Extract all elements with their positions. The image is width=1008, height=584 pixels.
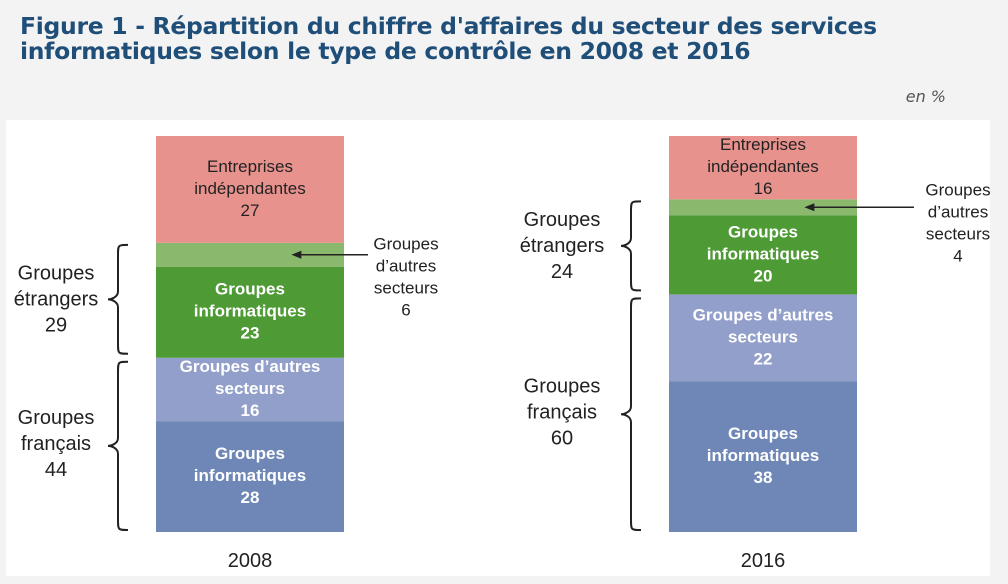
segment-label-gas_fr-2016-line: 22: [754, 349, 773, 368]
annotation-label-2008-line: Groupes: [373, 234, 438, 253]
segment-label-gi_et-2008-line: informatiques: [194, 302, 306, 321]
group-total-etrangers-2008: Groupes étrangers 29: [14, 263, 99, 337]
bar-segment-gas_fr-2016: [669, 294, 857, 382]
segment-label-gi_fr-2016-line: Groupes: [728, 424, 798, 443]
group-total-etrangers-2008-line: étrangers: [14, 289, 99, 311]
brace-francais-2008: [107, 360, 129, 531]
annotation-label-2016-line: d’autres: [928, 202, 988, 221]
segment-label-ei-2008: Entreprises indépendantes 27: [194, 157, 306, 220]
unit-label: en %: [905, 87, 946, 106]
segment-label-gi_et-2016-line: 20: [754, 266, 773, 285]
segment-label-gas_fr-2016-line: secteurs: [728, 327, 798, 346]
segment-label-gas_fr-2008-line: Groupes d’autres: [180, 357, 321, 376]
brace-francais-2016: [620, 297, 642, 531]
stacked-bar-chart: Groupes informatiques 28 Groupes d’autres se…: [14, 135, 990, 572]
group-total-francais-2008: Groupes français 44: [18, 407, 95, 481]
group-total-francais-2016-line: Groupes: [524, 375, 601, 397]
segment-label-gi_et-2016-line: informatiques: [707, 244, 819, 263]
bar-segment-ei-2016: [669, 136, 857, 200]
bar-segment-ei-2008: [156, 136, 344, 243]
bar-segment-gi_et-2016: [669, 215, 857, 295]
group-total-etrangers-2016-line: étrangers: [520, 235, 605, 257]
annotation-label-2016-line: 4: [953, 246, 962, 265]
segment-label-gi_fr-2016-line: 38: [754, 468, 773, 487]
segment-label-gi_fr-2008-line: Groupes: [215, 444, 285, 463]
segment-label-ei-2016: Entreprises indépendantes 16: [707, 135, 819, 198]
group-total-francais-2016-line: 60: [551, 427, 573, 449]
group-total-francais-2016: Groupes français 60: [524, 375, 601, 449]
segment-label-gas_fr-2008-line: 16: [241, 401, 260, 420]
chart-panel: Groupes informatiques 28 Groupes d’autres se…: [6, 120, 990, 576]
segment-label-gi_et-2008-line: Groupes: [215, 280, 285, 299]
bar-segment-gi_et-2008: [156, 266, 344, 358]
annotation-arrowhead-2008: [291, 250, 302, 259]
segment-label-gi_et-2008-line: 23: [241, 324, 260, 343]
segment-label-gi_et-2008: Groupes informatiques 23: [194, 280, 306, 343]
annotation-arrowhead-2016: [804, 203, 815, 212]
segment-label-gi_et-2016-line: Groupes: [728, 222, 798, 241]
annotation-label-2016-line: Groupes: [925, 180, 990, 199]
group-total-francais-2008-line: français: [21, 433, 91, 455]
annotation-label-2008-line: 6: [401, 300, 410, 319]
segment-label-ei-2008-line: 27: [241, 201, 260, 220]
segment-label-gi_fr-2016-line: informatiques: [707, 446, 819, 465]
segment-label-ei-2008-line: Entreprises: [207, 157, 293, 176]
chart-title: Figure 1 - Répartition du chiffre d'affa…: [20, 12, 877, 65]
segment-label-gi_fr-2008-line: 28: [241, 488, 260, 507]
segment-label-gas_fr-2016: Groupes d’autres secteurs 22: [693, 305, 834, 368]
bar-segment-gas_fr-2008: [156, 357, 344, 422]
group-total-francais-2016-line: français: [527, 401, 597, 423]
year-label-2008: 2008: [228, 550, 273, 572]
segment-label-gas_fr-2008: Groupes d’autres secteurs 16: [180, 357, 321, 420]
group-total-etrangers-2016: Groupes étrangers 24: [520, 209, 605, 283]
annotation-label-2008-line: d’autres: [376, 256, 436, 275]
annotation-label-2016: Groupes d’autres secteurs 4: [925, 180, 990, 265]
segment-label-ei-2016-line: Entreprises: [720, 135, 806, 154]
segment-label-ei-2016-line: 16: [754, 179, 773, 198]
group-total-etrangers-2008-line: 29: [45, 315, 67, 337]
segment-label-gas_fr-2008-line: secteurs: [215, 379, 285, 398]
year-label-2016: 2016: [741, 550, 786, 572]
segment-label-gi_et-2016: Groupes informatiques 20: [707, 222, 819, 285]
brace-etrangers-2008: [107, 243, 129, 355]
bar-segment-gas_et-2008: [156, 242, 344, 267]
bar-segment-gi_fr-2008: [156, 421, 344, 532]
group-total-etrangers-2008-line: Groupes: [18, 263, 95, 285]
segment-label-gi_fr-2008-line: informatiques: [194, 466, 306, 485]
annotation-label-2008-line: secteurs: [374, 278, 438, 297]
segment-label-ei-2016-line: indépendantes: [707, 157, 819, 176]
brace-etrangers-2016: [620, 200, 642, 292]
annotation-label-2016-line: secteurs: [926, 224, 990, 243]
group-total-etrangers-2016-line: 24: [551, 261, 573, 283]
group-total-francais-2008-line: 44: [45, 459, 67, 481]
annotation-label-2008: Groupes d’autres secteurs 6: [373, 234, 438, 319]
segment-label-gas_fr-2016-line: Groupes d’autres: [693, 305, 834, 324]
bar-segment-gas_et-2016: [669, 199, 857, 216]
segment-label-ei-2008-line: indépendantes: [194, 179, 306, 198]
segment-label-gi_fr-2008: Groupes informatiques 28: [194, 444, 306, 507]
segment-label-gi_fr-2016: Groupes informatiques 38: [707, 424, 819, 487]
group-total-etrangers-2016-line: Groupes: [524, 209, 601, 231]
bar-segment-gi_fr-2016: [669, 381, 857, 532]
group-total-francais-2008-line: Groupes: [18, 407, 95, 429]
